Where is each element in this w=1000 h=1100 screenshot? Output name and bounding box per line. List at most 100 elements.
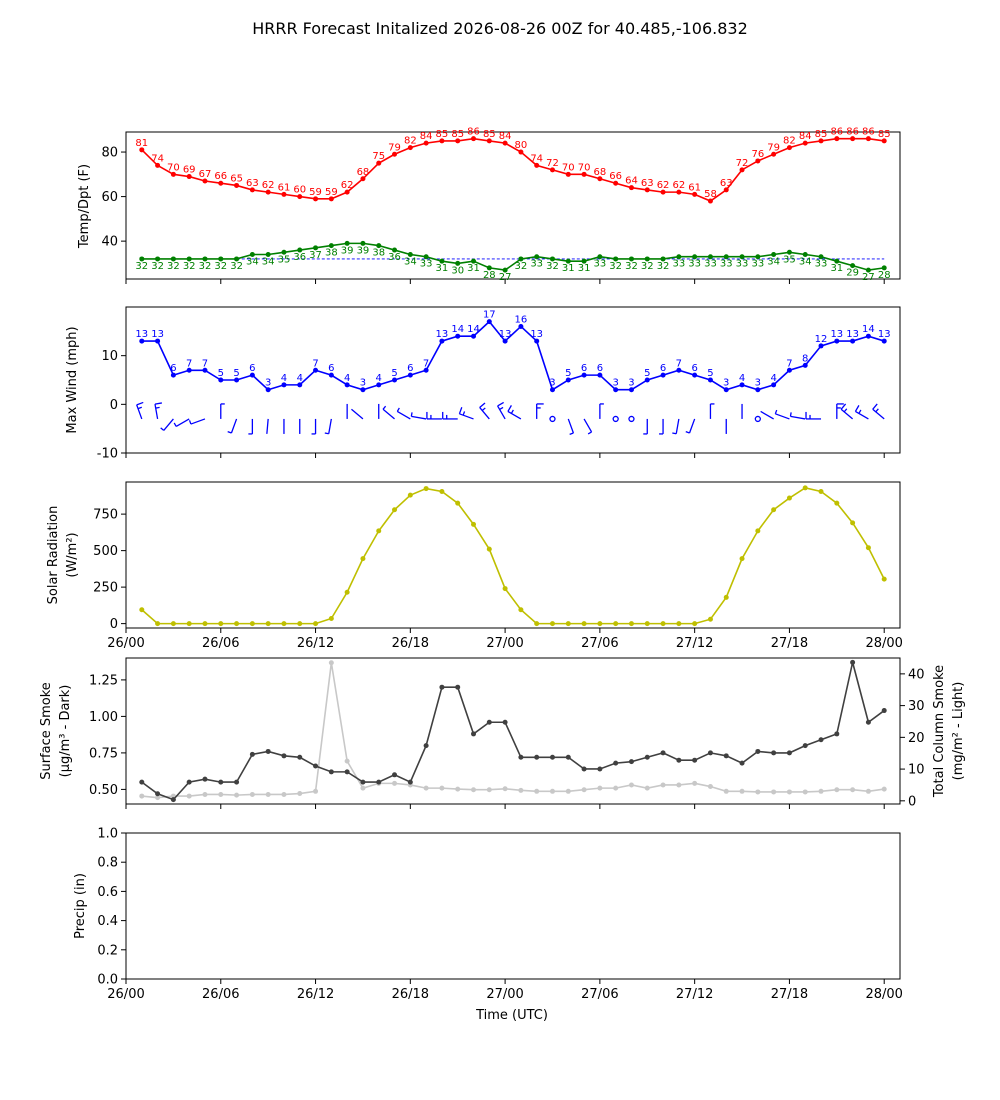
data-label: 86 [846, 127, 859, 138]
data-point [534, 162, 540, 168]
data-point [360, 785, 366, 791]
data-point [502, 267, 508, 273]
solar-ylabel: Solar Radiation [46, 506, 61, 605]
data-point [218, 621, 224, 627]
data-point [692, 254, 698, 260]
data-point [534, 621, 540, 627]
data-point [471, 258, 477, 264]
data-point [881, 708, 887, 714]
data-point [423, 254, 429, 260]
wind-barb-flag [685, 431, 690, 434]
data-label: 66 [214, 171, 227, 182]
y-tick-label: 1.0 [97, 827, 118, 842]
data-label: 34 [404, 257, 417, 268]
data-point [455, 684, 461, 690]
x-tick-label: 26/12 [297, 636, 334, 651]
wind-barb [479, 407, 490, 420]
data-point [628, 621, 634, 627]
wind-barb [175, 418, 190, 427]
data-point [407, 252, 413, 257]
wind-barb-flag [587, 431, 592, 435]
data-point [471, 521, 477, 527]
panel-solar: Solar Radiation (W/m²) 26/00 26/06 26/12 26… [46, 481, 903, 651]
wind-barb [328, 418, 332, 434]
wind-barb [163, 418, 174, 431]
panel-precip: Precip (in) 26/00 26/06 26/12 26/18 27/00 27/… [73, 827, 903, 1003]
data-point [723, 254, 729, 260]
data-point [218, 180, 224, 186]
data-point [881, 786, 887, 792]
data-label: 13 [135, 329, 148, 340]
data-point [155, 621, 161, 627]
data-label: 28 [878, 270, 891, 281]
data-point [139, 779, 145, 785]
y-tick-label: 60 [101, 190, 118, 205]
data-label: 36 [388, 252, 401, 263]
data-point [297, 247, 303, 253]
data-point [755, 387, 761, 393]
data-point [676, 757, 682, 763]
wind-barb [675, 418, 680, 434]
data-point [313, 245, 319, 251]
data-point [486, 546, 492, 552]
x-tick-label: 27/06 [581, 636, 618, 651]
data-point [218, 791, 224, 797]
data-point [581, 258, 587, 264]
data-point [313, 621, 319, 627]
wind-barb [136, 404, 143, 420]
data-label: 32 [151, 261, 164, 272]
data-label: 6 [691, 363, 697, 374]
wind-barb-flag [672, 432, 677, 435]
data-point [439, 684, 445, 690]
data-point [439, 785, 445, 791]
data-label: 6 [597, 363, 603, 374]
data-label: 14 [862, 324, 875, 335]
data-label: 80 [515, 140, 528, 151]
data-label: 16 [515, 314, 528, 325]
y-tick-label: 0.2 [97, 943, 118, 958]
data-label: 35 [278, 254, 291, 265]
data-point [771, 252, 777, 257]
x-tick-label: 27/06 [581, 987, 618, 1002]
data-point [802, 485, 808, 491]
data-label: 32 [609, 261, 622, 272]
y-tick-label: 0.8 [97, 856, 118, 871]
data-point [818, 343, 824, 349]
data-point [328, 372, 334, 378]
data-point [818, 737, 824, 743]
y2-tick-label: 20 [908, 731, 925, 746]
data-point [613, 387, 619, 393]
data-label: 65 [230, 173, 243, 184]
data-point [818, 254, 824, 260]
data-label: 60 [293, 185, 306, 196]
data-point [392, 507, 398, 513]
data-label: 84 [799, 131, 812, 142]
data-label: 33 [815, 259, 828, 270]
data-label: 6 [581, 363, 587, 374]
data-point [392, 151, 398, 157]
data-point [786, 367, 792, 373]
data-label: 85 [436, 129, 449, 140]
data-label: 67 [199, 169, 212, 180]
data-point [455, 786, 461, 792]
data-point [881, 576, 887, 582]
data-point [755, 789, 761, 795]
data-point [549, 256, 555, 262]
data-label: 13 [846, 329, 859, 340]
wind-barb-flag [858, 409, 862, 414]
wind-barb-flag [160, 427, 165, 431]
data-point [423, 367, 429, 373]
data-point [139, 256, 145, 262]
data-point [549, 387, 555, 393]
wind-barb-flag [481, 407, 486, 412]
data-point [739, 556, 745, 562]
wind-barb-flag [840, 403, 847, 410]
data-point [392, 772, 398, 778]
data-label: 62 [341, 180, 354, 191]
data-point [392, 247, 398, 253]
data-label: 31 [578, 263, 591, 274]
data-point [723, 187, 729, 193]
data-point [565, 171, 571, 177]
y-tick-label: 1.00 [89, 710, 118, 725]
